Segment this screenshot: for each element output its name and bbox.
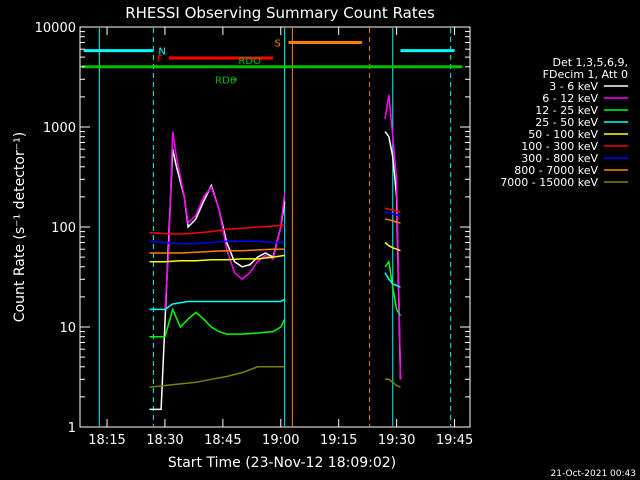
- flag-label-rd6: RD6: [215, 75, 236, 86]
- series-line-4: [149, 241, 401, 263]
- series-line-7: [149, 218, 401, 254]
- flag-label-s: S: [275, 38, 281, 49]
- legend-label-2: 12 - 25 keV: [535, 104, 598, 117]
- axis-ticks: 18:15 18:30 18:45 19:00 19:15 19:30 19:45 1 10 10…: [35, 21, 474, 448]
- x-tick-label-5: 19:30: [378, 433, 415, 448]
- legend-label-0: 3 - 6 keV: [549, 80, 598, 93]
- x-tick-label-0: 18:15: [88, 433, 125, 448]
- legend-label-5: 100 - 300 keV: [521, 140, 598, 153]
- y-tick-label-3: 1000: [43, 121, 76, 136]
- legend: Det 1,3,5,6,9,FDecim 1, Att 03 - 6 keV6 …: [500, 56, 628, 189]
- x-tick-label-1: 18:30: [146, 433, 183, 448]
- legend-header-0: Det 1,3,5,6,9,: [552, 56, 628, 69]
- series-line-5: [149, 207, 401, 235]
- y-tick-label-4: 10000: [35, 21, 76, 36]
- legend-label-4: 50 - 100 keV: [528, 128, 598, 141]
- series-line-2: [149, 259, 402, 338]
- series-line-0: [149, 131, 402, 411]
- chart-title: RHESSI Observing Summary Count Rates: [125, 4, 435, 22]
- x-tick-label-2: 18:45: [204, 433, 241, 448]
- y-tick-label-1: 10: [59, 321, 76, 336]
- legend-label-8: 7000 - 15000 keV: [500, 176, 598, 189]
- series-line-6: [149, 211, 401, 245]
- x-axis-label: Start Time (23-Nov-12 18:09:02): [168, 455, 396, 471]
- x-tick-label-3: 19:00: [262, 433, 299, 448]
- legend-label-6: 300 - 800 keV: [521, 152, 598, 165]
- legend-label-1: 6 - 12 keV: [542, 92, 598, 105]
- legend-label-7: 800 - 7000 keV: [514, 164, 598, 177]
- flag-label-f: F: [157, 54, 163, 65]
- flag-label-n: N: [158, 47, 165, 58]
- series-line-3: [149, 272, 401, 311]
- y-tick-label-0: 1: [68, 421, 76, 436]
- legend-label-3: 25 - 50 keV: [535, 116, 598, 129]
- x-tick-label-4: 19:15: [320, 433, 357, 448]
- y-tick-label-2: 100: [51, 221, 76, 236]
- legend-header-1: FDecim 1, Att 0: [543, 68, 628, 81]
- series-line-8: [149, 366, 401, 388]
- y-axis-label: Count Rate (s⁻¹ detector⁻¹): [12, 132, 28, 322]
- x-tick-label-6: 19:45: [436, 433, 473, 448]
- series-line-1: [164, 94, 402, 380]
- flag-label-rdo: RDO: [238, 56, 261, 67]
- timestamp: 21-Oct-2021 00:43: [551, 469, 636, 479]
